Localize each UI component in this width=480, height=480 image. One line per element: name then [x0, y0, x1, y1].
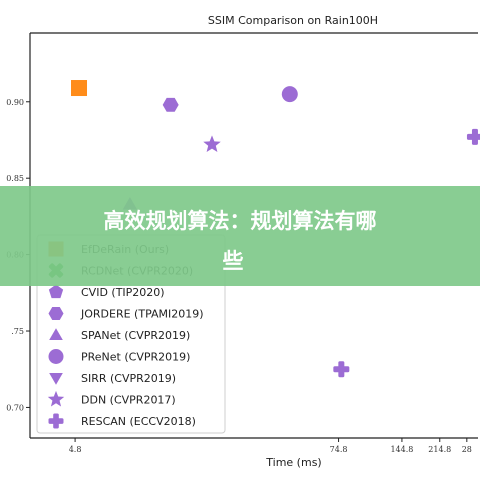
- watermark-banner: 高效规划算法：规划算法有哪 些: [0, 186, 480, 286]
- chart-title: SSIM Comparison on Rain100H: [208, 14, 378, 27]
- x-tick-label: 4.8: [69, 445, 82, 454]
- legend-entry-label: CVID (TIP2020): [81, 286, 165, 299]
- data-point: [203, 135, 221, 153]
- banner-line-2: 些: [223, 249, 244, 273]
- legend-entry-label: RESCAN (ECCV2018): [81, 415, 196, 428]
- data-point: [162, 97, 179, 112]
- x-axis-label: Time (ms): [265, 456, 321, 469]
- data-point: [333, 361, 350, 378]
- y-tick-label: 0.85: [6, 174, 24, 183]
- legend-marker: [48, 307, 64, 320]
- legend-entry-label: DDN (CVPR2017): [81, 394, 176, 407]
- data-points: [71, 80, 480, 378]
- legend-marker: [49, 328, 63, 341]
- banner-background: [0, 186, 480, 286]
- data-point: [71, 80, 88, 97]
- legend-marker: [47, 390, 65, 407]
- legend-marker: [48, 284, 64, 299]
- data-point: [281, 86, 298, 103]
- x-tick-label: 214.8: [428, 445, 451, 454]
- legend-marker: [49, 372, 63, 385]
- legend-entry-label: SPANet (CVPR2019): [81, 329, 190, 342]
- legend-marker: [48, 413, 64, 429]
- legend-entry-label: SIRR (CVPR2019): [81, 372, 176, 385]
- data-point: [466, 128, 480, 145]
- x-tick-label: 28: [462, 445, 472, 454]
- y-tick-label: 0.70: [6, 403, 24, 412]
- y-tick-label: .75: [11, 327, 24, 336]
- x-tick-label: 144.8: [390, 445, 413, 454]
- legend-entry-label: PReNet (CVPR2019): [81, 351, 190, 364]
- legend-entry-label: JORDERE (TPAMI2019): [80, 308, 204, 321]
- banner-line-1: 高效规划算法：规划算法有哪: [104, 209, 377, 233]
- legend-marker: [48, 349, 64, 364]
- x-tick-label: 74.8: [330, 445, 348, 454]
- y-tick-label: 0.90: [6, 98, 24, 107]
